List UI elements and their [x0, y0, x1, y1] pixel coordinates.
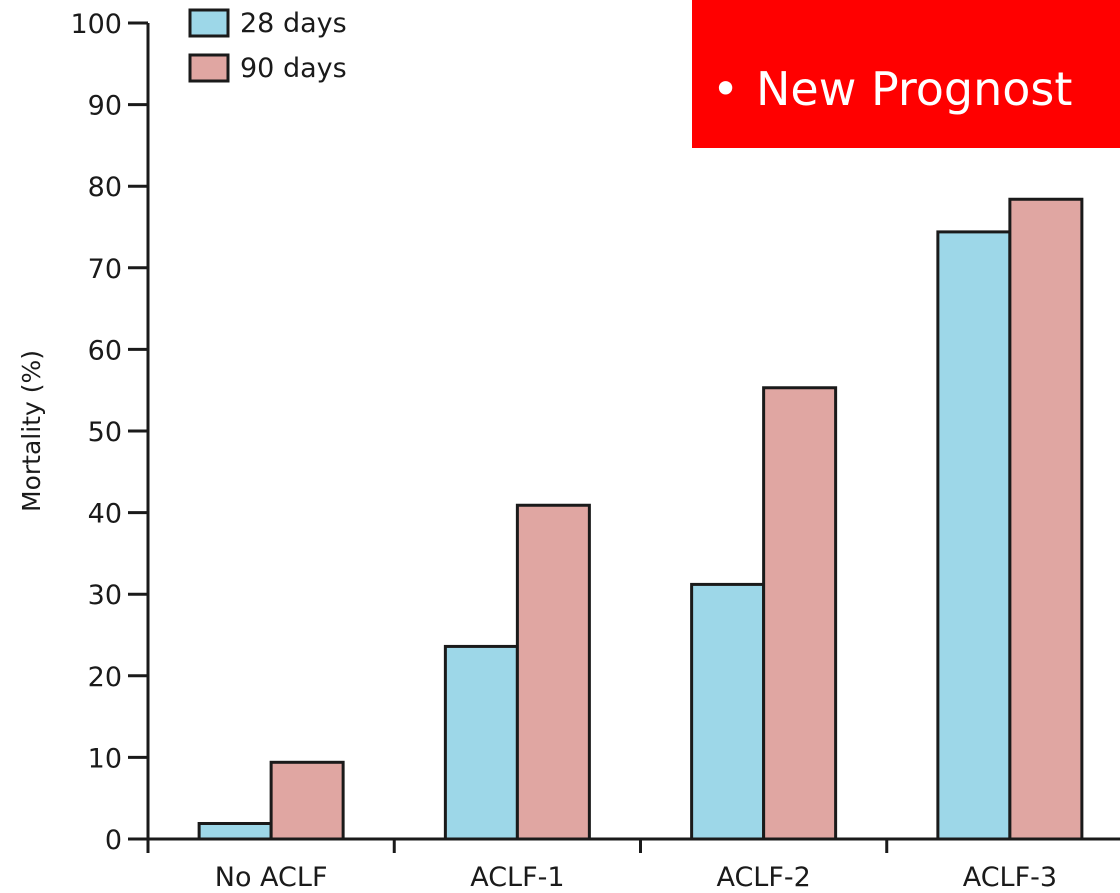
bar-28-days-no-aclf: [197, 821, 273, 841]
bar-90-days-aclf-2: [762, 386, 838, 841]
bar-28-days-aclf-1: [443, 644, 519, 841]
x-category-label-aclf-3: ACLF-3: [963, 862, 1057, 893]
y-tick-label-90: 90: [88, 91, 122, 122]
legend-swatch-90-days: [188, 53, 230, 83]
y-tick-label-0: 0: [105, 825, 122, 856]
y-tick-label-80: 80: [88, 172, 122, 203]
title-banner: • New Prognost: [692, 0, 1120, 148]
y-tick-label-60: 60: [88, 335, 122, 366]
y-tick-label-10: 10: [88, 743, 122, 774]
legend-label-28-days: 28 days: [240, 8, 347, 39]
y-tick-label-30: 30: [88, 580, 122, 611]
banner-title: New Prognost: [756, 62, 1073, 116]
bar-28-days-aclf-2: [690, 582, 766, 841]
bar-90-days-aclf-3: [1008, 197, 1084, 841]
bullet-icon: •: [712, 62, 740, 116]
y-axis-title: Mortality (%): [17, 350, 46, 512]
bar-28-days-aclf-3: [936, 230, 1012, 841]
y-tick-label-50: 50: [88, 417, 122, 448]
bar-90-days-no-aclf: [269, 760, 345, 841]
x-category-label-no-aclf: No ACLF: [215, 862, 328, 893]
x-category-label-aclf-2: ACLF-2: [716, 862, 810, 893]
banner-text: • New Prognost: [712, 66, 1072, 112]
x-category-label-aclf-1: ACLF-1: [470, 862, 564, 893]
y-tick-label-100: 100: [70, 9, 122, 40]
legend-swatch-28-days: [188, 8, 230, 38]
legend-label-90-days: 90 days: [240, 53, 347, 84]
y-tick-label-70: 70: [88, 254, 122, 285]
y-tick-label-40: 40: [88, 499, 122, 530]
bar-90-days-aclf-1: [515, 503, 591, 841]
y-tick-label-20: 20: [88, 662, 122, 693]
